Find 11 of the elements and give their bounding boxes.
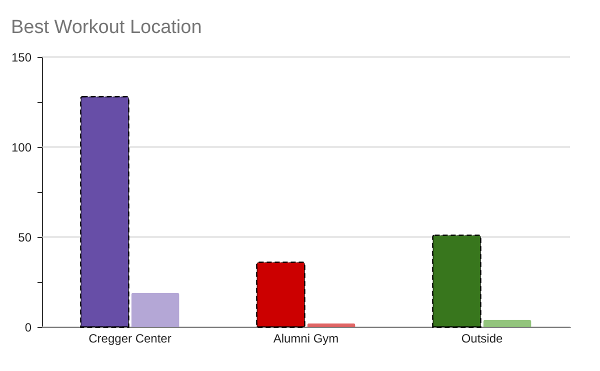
bar <box>483 320 532 327</box>
y-tick-label: 0 <box>24 320 32 334</box>
bar <box>307 323 356 327</box>
x-tick-label: Outside <box>461 332 503 346</box>
y-tick-label: 50 <box>18 230 32 244</box>
bar <box>131 292 180 327</box>
y-tick-label: 150 <box>11 50 32 64</box>
x-tick-label: Alumni Gym <box>273 332 339 346</box>
y-tick-label: 100 <box>11 140 32 154</box>
x-tick-label: Cregger Center <box>88 332 172 346</box>
chart-title: Best Workout Location <box>10 17 202 38</box>
